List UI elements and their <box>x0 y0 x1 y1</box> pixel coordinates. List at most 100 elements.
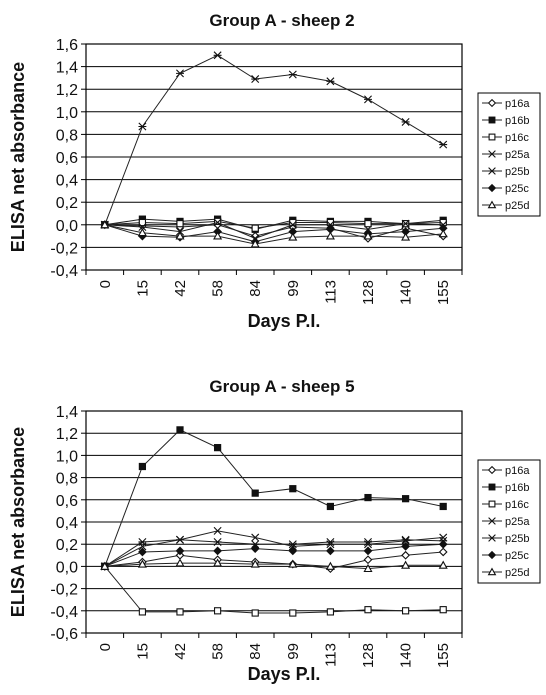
data-point-p25a <box>288 220 297 229</box>
legend-label: p16a <box>505 465 530 477</box>
legend-marker <box>487 200 497 209</box>
data-point-p25d <box>401 560 411 569</box>
data-point-p16c <box>439 606 447 614</box>
series-line-p16a <box>104 551 444 570</box>
series-line-p16b <box>104 429 444 567</box>
y-tick-label: 0,8 <box>56 127 78 144</box>
data-point-p25d <box>363 563 373 573</box>
y-tick-label: 1,6 <box>56 37 78 54</box>
y-tick-label: 1,4 <box>56 60 78 77</box>
legend-marker <box>488 517 496 525</box>
y-tick-label: 0,0 <box>56 559 78 576</box>
x-tick-label: 155 <box>435 280 452 305</box>
data-point-p25d <box>137 227 147 237</box>
data-point-p16b <box>326 502 335 511</box>
legend: p16a p16b p16c p25a p25b p25c p25d <box>477 459 541 584</box>
series-line-p16c <box>104 220 444 229</box>
data-point-p25d <box>213 558 223 567</box>
data-point-p25b <box>364 537 372 546</box>
chart-2: Group A - sheep 5 1,4 1,2 1,0 0,8 0,6 0,4 0,2 0,… <box>8 377 541 684</box>
legend-marker <box>488 167 496 175</box>
data-point-p16c <box>364 606 372 614</box>
y-tick-label: 0,6 <box>56 150 78 167</box>
data-point-p16b <box>439 502 447 511</box>
data-point-p25c <box>363 546 373 556</box>
data-point-p25d <box>288 559 298 568</box>
series-p16c <box>101 562 447 617</box>
series-line-p25d <box>104 224 444 245</box>
data-point-p16c <box>176 220 184 228</box>
x-tick-label: 140 <box>398 643 415 668</box>
legend-label: p25a <box>505 149 530 161</box>
data-point-p25b <box>251 540 260 549</box>
data-point-p25a <box>401 536 410 545</box>
data-point-p25b <box>176 535 184 544</box>
data-point-p25b <box>326 537 335 546</box>
data-point-p25a <box>326 220 335 229</box>
data-point-p25d <box>288 232 298 241</box>
data-point-p25b <box>364 95 372 104</box>
y-tick-label: 1,4 <box>56 404 78 421</box>
data-point-p16c <box>138 218 147 227</box>
series-line-p25c <box>104 224 444 243</box>
data-point-p16c <box>176 608 184 616</box>
chart-1: Group A - sheep 2 1,6 1,4 1,2 1,0 0,8 0,6 0,4 0,… <box>8 11 541 331</box>
data-point-p16c <box>326 608 335 616</box>
data-point-p25b <box>176 69 184 78</box>
data-point-p25c <box>438 539 448 549</box>
y-tick-label: 0,4 <box>56 173 78 190</box>
chart-title: Group A - sheep 5 <box>209 377 354 396</box>
series-p25a <box>100 218 448 243</box>
x-tick-label: 113 <box>322 280 339 304</box>
data-point-p25c <box>288 546 298 556</box>
data-point-p16c <box>213 607 222 615</box>
data-point-p25c <box>213 546 222 556</box>
series-line-p25d <box>104 562 444 570</box>
data-point-p25d <box>175 558 185 567</box>
y-tick-label: -0,6 <box>50 626 78 643</box>
data-point-p25b <box>288 70 297 79</box>
series-line-p16b <box>104 218 444 230</box>
series-line-p16c <box>104 566 444 614</box>
data-point-p16b <box>138 462 147 471</box>
data-point-p25c <box>401 542 410 551</box>
data-point-p25d <box>100 561 110 570</box>
x-tick-label: 113 <box>322 643 339 667</box>
legend-marker <box>488 133 496 141</box>
x-tick-label: 0 <box>97 643 114 651</box>
x-axis-label: Days P.I. <box>248 664 321 684</box>
series-line-p25b <box>104 54 444 225</box>
x-tick-label: 58 <box>210 280 227 297</box>
x-tick-label: 15 <box>134 280 151 297</box>
y-axis-label: ELISA net absorbance <box>8 62 28 252</box>
series-p16c <box>101 217 447 232</box>
y-tick-label: -0,4 <box>50 263 78 280</box>
data-point-p25d <box>100 220 110 229</box>
y-tick-label: 1,2 <box>56 82 78 99</box>
series-p16b <box>101 426 447 571</box>
series-p25b <box>100 535 448 571</box>
legend-label: p16a <box>505 98 530 110</box>
x-tick-label: 42 <box>172 280 189 297</box>
data-point-p25a <box>213 526 222 535</box>
data-point-p16c <box>289 609 297 617</box>
data-point-p25b <box>213 51 222 60</box>
data-point-p25a <box>364 225 372 234</box>
data-point-p25b <box>401 117 410 126</box>
series-p25d <box>100 558 448 573</box>
data-point-p25b <box>288 540 297 549</box>
data-point-p25d <box>438 229 448 238</box>
legend-label: p25b <box>505 533 529 545</box>
data-point-p16c <box>251 609 259 617</box>
data-point-p16c <box>401 607 410 615</box>
data-point-p25a <box>401 219 410 228</box>
data-point-p25d <box>363 231 373 240</box>
x-tick-label: 99 <box>285 280 302 297</box>
y-tick-label: -0,4 <box>50 604 78 621</box>
y-tick-label: 1,0 <box>56 448 78 465</box>
chart-title: Group A - sheep 2 <box>209 11 354 30</box>
data-point-p16b <box>251 489 259 497</box>
x-tick-label: 99 <box>285 643 302 660</box>
data-point-p25b <box>439 140 448 149</box>
